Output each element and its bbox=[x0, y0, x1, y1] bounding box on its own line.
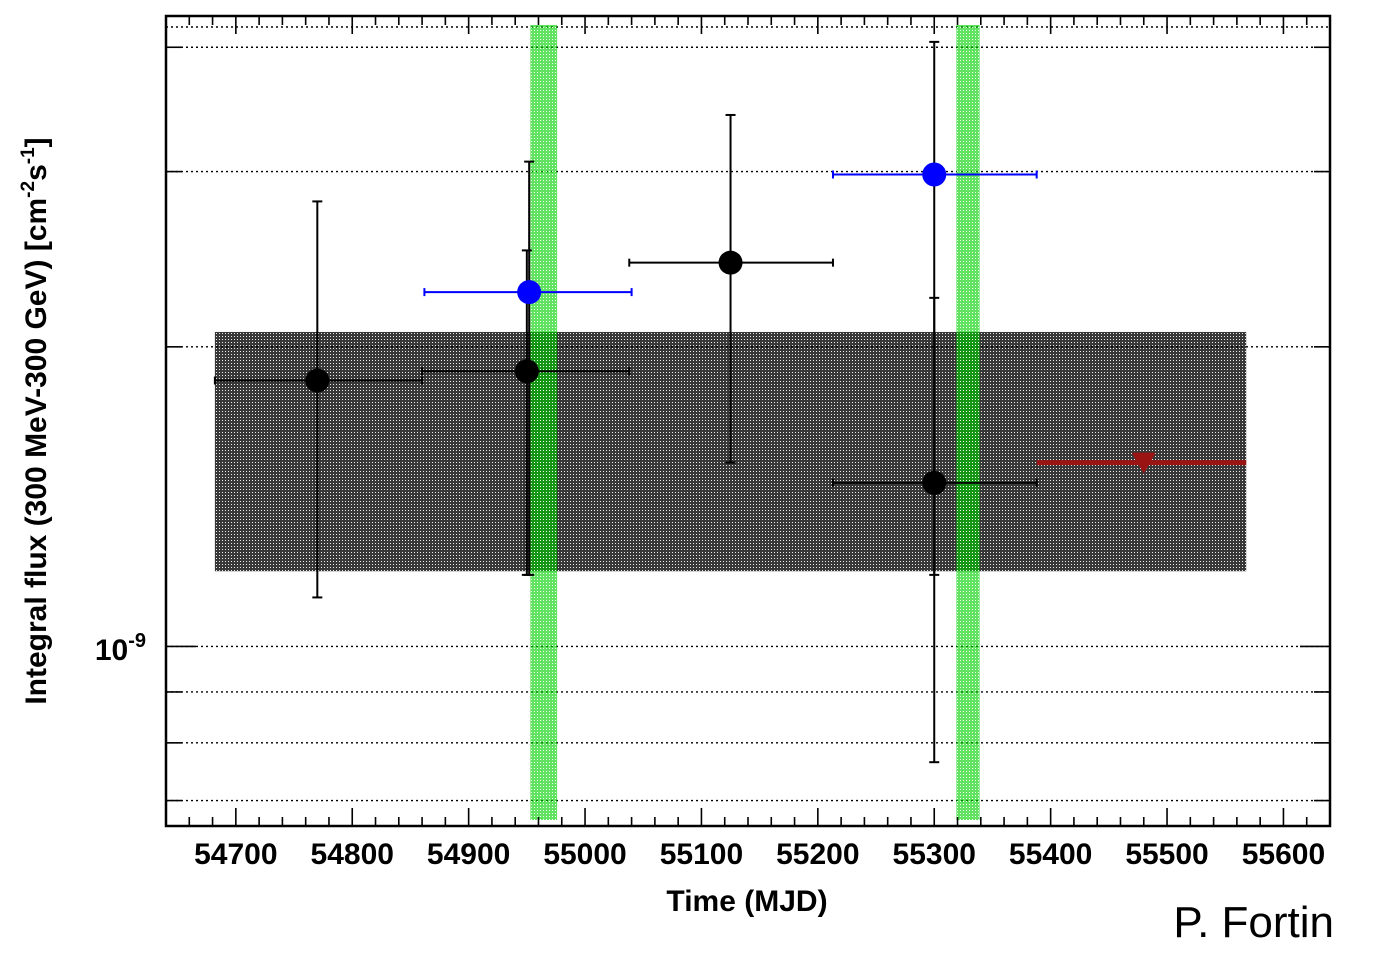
data-point bbox=[922, 470, 947, 495]
x-tick-label: 55100 bbox=[660, 838, 743, 871]
y-axis-title-exp2: -1 bbox=[18, 147, 39, 164]
x-axis-title: Time (MJD) bbox=[666, 885, 827, 918]
data-point bbox=[718, 250, 743, 275]
y-tick-label-exp: -9 bbox=[128, 630, 146, 652]
data-point bbox=[305, 368, 330, 393]
y-axis-title: Integral flux (300 MeV-300 GeV) [cm-2s-1… bbox=[18, 137, 53, 704]
y-axis-title-main: Integral flux (300 MeV-300 GeV) [cm bbox=[20, 198, 53, 705]
shaded-periods-group bbox=[530, 25, 980, 820]
y-tick-label-base: 10 bbox=[95, 634, 128, 667]
data-point bbox=[922, 162, 947, 187]
axis-ticks-group bbox=[166, 16, 1330, 826]
data-point bbox=[514, 359, 539, 384]
x-tick-label: 55200 bbox=[776, 838, 859, 871]
upper-limits-group bbox=[1036, 452, 1247, 474]
x-tick-label: 54700 bbox=[194, 838, 277, 871]
y-axis-title-s: s bbox=[20, 164, 53, 181]
credit-label: P. Fortin bbox=[1173, 898, 1334, 947]
x-tick-label: 55000 bbox=[543, 838, 626, 871]
x-tick-label: 55600 bbox=[1242, 838, 1325, 871]
x-tick-label: 55500 bbox=[1125, 838, 1208, 871]
data-points-group bbox=[305, 162, 947, 495]
tick-labels-group: 54700 54800 54900 55000 55100 55200 55300 55400… bbox=[194, 838, 1325, 871]
x-tick-label: 54900 bbox=[427, 838, 510, 871]
y-tick-label: 10-9 bbox=[95, 630, 146, 667]
data-point bbox=[517, 280, 542, 305]
shaded-period bbox=[956, 25, 980, 820]
x-tick-label: 55300 bbox=[893, 838, 976, 871]
upper-limit-arrow bbox=[1131, 452, 1156, 474]
y-axis-title-end: ] bbox=[20, 137, 53, 147]
x-tick-label: 54800 bbox=[311, 838, 394, 871]
shaded-period bbox=[530, 25, 558, 820]
y-axis-title-exp1: -2 bbox=[18, 181, 39, 198]
x-tick-label: 55400 bbox=[1009, 838, 1092, 871]
